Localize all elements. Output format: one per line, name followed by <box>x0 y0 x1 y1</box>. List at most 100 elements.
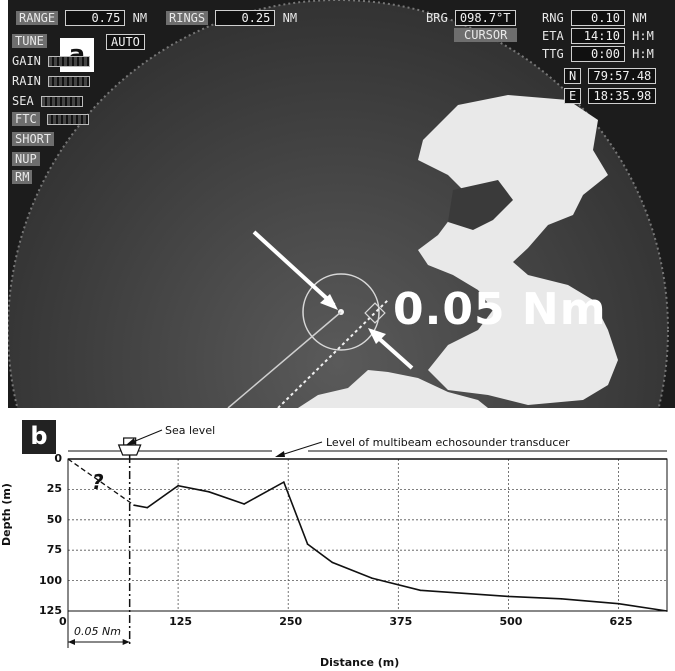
tune-label[interactable]: TUNE <box>12 34 47 48</box>
ttg-value: 0:00 <box>570 46 625 62</box>
range-value: 0.75 <box>65 10 126 26</box>
sea-label: SEA <box>12 94 34 108</box>
unknown-mark: ? <box>92 470 104 494</box>
plot-frame <box>67 458 668 612</box>
depth-profile-point <box>507 595 510 598</box>
range-label[interactable]: RANGE <box>16 11 59 25</box>
y-tick-label: 0 <box>54 452 62 465</box>
transducer-arrow-head <box>275 451 285 457</box>
rain-label: RAIN <box>12 74 41 88</box>
rings-value: 0.25 <box>215 10 276 26</box>
sea-bar <box>40 96 83 107</box>
brg-value: 098.7°T <box>454 10 516 26</box>
bearing-readout: BRG 098.7°T <box>426 10 516 26</box>
tune-mode[interactable]: AUTO <box>106 34 145 50</box>
orientation-label[interactable]: NUP <box>12 152 40 166</box>
x-tick-label: 500 <box>499 615 523 628</box>
rng-readout: RNG 0.10 NM <box>542 10 647 26</box>
y-tick-label: 75 <box>46 543 62 557</box>
x-tick-label: 250 <box>279 615 303 628</box>
x-tick-label: 625 <box>609 615 633 628</box>
east-value: 18:35.98 <box>588 88 657 104</box>
eta-label: ETA <box>542 29 564 43</box>
north-readout: N 79:57.48 <box>564 68 657 84</box>
ttg-unit: H:M <box>632 47 654 61</box>
ftc-label[interactable]: FTC <box>12 112 40 126</box>
target-ring <box>302 273 380 351</box>
rng-value: 0.10 <box>570 10 625 26</box>
y-axis-title: Depth (m) <box>0 483 13 546</box>
depth-profile-point <box>146 506 149 509</box>
depth-profile-point <box>177 484 179 487</box>
tune-mode-value: AUTO <box>106 34 145 50</box>
east-readout: E 18:35.98 <box>564 88 657 104</box>
depth-profile-point <box>419 589 422 592</box>
y-tick-label: 125 <box>39 604 62 617</box>
rain-control[interactable]: RAIN <box>12 74 91 88</box>
rings-readout: RINGS 0.25 NM <box>166 10 297 26</box>
depth-profile-line <box>133 480 668 612</box>
arrow-head-target <box>320 294 338 310</box>
ftc-bar <box>46 114 89 125</box>
x-tick-label: 0 <box>59 615 67 628</box>
offset-arrow-right <box>122 639 130 645</box>
sea-control[interactable]: SEA <box>12 94 83 108</box>
rings-label[interactable]: RINGS <box>166 11 209 25</box>
north-label: N <box>564 68 582 84</box>
cursor-label[interactable]: CURSOR <box>454 28 518 42</box>
estimated-profile-line <box>67 458 135 506</box>
gain-bar <box>48 56 91 67</box>
x-tick-label: 125 <box>169 615 193 628</box>
depth-profile-point <box>666 610 668 612</box>
transducer-label: Level of multibeam echosounder transduce… <box>326 436 570 449</box>
depth-profile-point <box>331 561 334 564</box>
y-tick-label: 25 <box>46 482 62 496</box>
arrow-head-marker <box>368 328 386 344</box>
depth-profile-panel: b Sea level Level of multibeam echosound… <box>0 410 675 671</box>
distance-annotation: 0.05 Nm <box>393 284 607 335</box>
east-label: E <box>564 88 582 104</box>
y-tick-label: 50 <box>46 512 62 526</box>
depth-profile-point <box>283 481 285 483</box>
arrow-to-target <box>252 230 336 307</box>
tune-control[interactable]: TUNE <box>12 34 47 48</box>
motion-control[interactable]: RM <box>12 170 33 184</box>
eta-readout: ETA 14:10 H:M <box>542 28 654 44</box>
rain-bar <box>48 76 91 87</box>
land-echo-large <box>418 95 618 405</box>
depth-profile-chart <box>67 429 668 648</box>
depth-profile-point <box>617 602 620 605</box>
sea-level-label: Sea level <box>165 424 216 437</box>
motion-label[interactable]: RM <box>12 170 33 184</box>
pulse-control[interactable]: SHORT <box>12 132 55 146</box>
rng-unit: NM <box>632 11 647 25</box>
cursor-line <box>227 311 342 408</box>
depth-profile-point <box>560 598 563 600</box>
x-tick-label: 375 <box>389 615 413 628</box>
depth-profile-point <box>208 491 210 493</box>
y-tick-label: 100 <box>39 573 62 587</box>
range-unit: NM <box>132 11 148 25</box>
offset-label: 0.05 Nm <box>74 625 121 638</box>
brg-label: BRG <box>426 11 448 25</box>
land-echo-south <box>298 370 488 408</box>
land-echo-inner-dark <box>448 180 513 230</box>
sea-level-arrow-head <box>126 438 136 445</box>
range-marker <box>364 302 386 324</box>
x-axis-title: Distance (m) <box>320 656 400 669</box>
depth-profile-point <box>306 543 309 545</box>
pulse-label[interactable]: SHORT <box>12 132 55 146</box>
ttg-readout: TTG 0:00 H:M <box>542 46 654 62</box>
cursor-button[interactable]: CURSOR <box>454 28 518 42</box>
transducer-arrow <box>277 441 323 457</box>
north-value: 79:57.48 <box>588 68 657 84</box>
gain-control[interactable]: GAIN <box>12 54 91 68</box>
eta-unit: H:M <box>632 29 654 43</box>
depth-profile-point <box>133 504 135 507</box>
radar-display <box>8 0 675 408</box>
orientation-control[interactable]: NUP <box>12 152 40 166</box>
offset-arrow-left <box>68 639 75 645</box>
ttg-label: TTG <box>542 47 564 61</box>
ship-hull <box>117 444 142 456</box>
ftc-control[interactable]: FTC <box>12 112 89 126</box>
